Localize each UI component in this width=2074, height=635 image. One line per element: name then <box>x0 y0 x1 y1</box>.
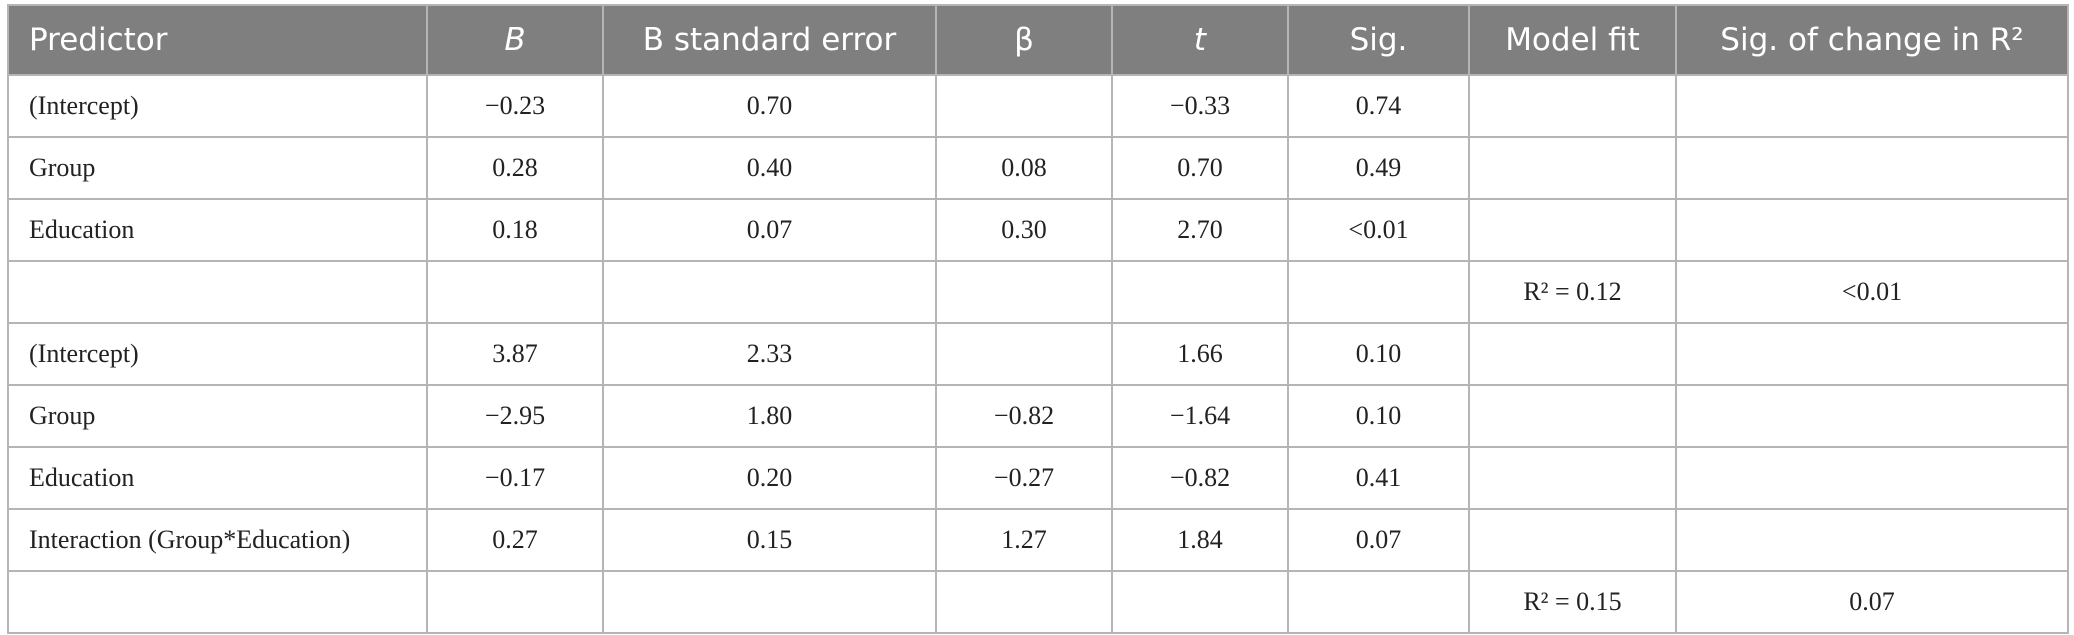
table-cell <box>7 260 428 324</box>
table-cell <box>1675 136 2069 200</box>
table-cell: Education <box>7 446 428 510</box>
table-cell: Group <box>7 384 428 448</box>
table-cell: 1.80 <box>602 384 937 448</box>
header-cell: t <box>1111 4 1289 76</box>
table-cell: −0.23 <box>426 74 604 138</box>
table-cell: 0.74 <box>1287 74 1470 138</box>
table-cell <box>1111 570 1289 634</box>
table-cell <box>1675 446 2069 510</box>
header-row: Predictor B B standard error β t Sig. Model fi… <box>7 4 2069 76</box>
table-cell <box>1287 570 1470 634</box>
table-cell: 2.33 <box>602 322 937 386</box>
table-cell: 0.10 <box>1287 384 1470 448</box>
table-cell: 0.30 <box>935 198 1113 262</box>
table-cell: 0.41 <box>1287 446 1470 510</box>
table-cell <box>1675 74 2069 138</box>
table-cell: −0.82 <box>1111 446 1289 510</box>
table-cell: R² = 0.12 <box>1468 260 1677 324</box>
header-cell: B <box>426 4 604 76</box>
table-cell <box>1287 260 1470 324</box>
table-cell <box>426 570 604 634</box>
table-cell: 0.28 <box>426 136 604 200</box>
header-cell: β <box>935 4 1113 76</box>
table-cell: 0.10 <box>1287 322 1470 386</box>
table-cell <box>1111 260 1289 324</box>
table-cell: (Intercept) <box>7 322 428 386</box>
table-row: Education −0.17 0.20 −0.27 −0.82 0.41 <box>7 446 2069 510</box>
table-cell <box>935 322 1113 386</box>
table-cell: 0.08 <box>935 136 1113 200</box>
table-cell <box>1468 384 1677 448</box>
table-cell: <0.01 <box>1675 260 2069 324</box>
table-cell: 0.07 <box>1287 508 1470 572</box>
table-cell: R² = 0.15 <box>1468 570 1677 634</box>
header-cell: B standard error <box>602 4 937 76</box>
table-cell <box>1468 198 1677 262</box>
table-cell <box>1675 198 2069 262</box>
header-cell: Sig. of change in R² <box>1675 4 2069 76</box>
table-cell: 2.70 <box>1111 198 1289 262</box>
table-cell: Group <box>7 136 428 200</box>
table-cell: 1.66 <box>1111 322 1289 386</box>
table-header: Predictor B B standard error β t Sig. Model fi… <box>7 4 2069 76</box>
table-row: Education 0.18 0.07 0.30 2.70 <0.01 <box>7 198 2069 262</box>
table-cell: 0.07 <box>602 198 937 262</box>
table-row: R² = 0.12 <0.01 <box>7 260 2069 324</box>
table-row: (Intercept) 3.87 2.33 1.66 0.10 <box>7 322 2069 386</box>
table-cell <box>1675 322 2069 386</box>
table-cell: 1.27 <box>935 508 1113 572</box>
table-cell: 0.27 <box>426 508 604 572</box>
header-cell: Predictor <box>7 4 428 76</box>
table-cell: 0.20 <box>602 446 937 510</box>
table-cell: Education <box>7 198 428 262</box>
table-cell: 0.40 <box>602 136 937 200</box>
regression-table: Predictor B B standard error β t Sig. Model fi… <box>7 4 2069 634</box>
table-cell <box>7 570 428 634</box>
table-cell: −0.33 <box>1111 74 1289 138</box>
table-cell: (Intercept) <box>7 74 428 138</box>
table-cell <box>935 74 1113 138</box>
table-cell <box>602 260 937 324</box>
table-row: Group −2.95 1.80 −0.82 −1.64 0.10 <box>7 384 2069 448</box>
table-cell: 0.07 <box>1675 570 2069 634</box>
table-cell <box>1468 322 1677 386</box>
table-cell: 1.84 <box>1111 508 1289 572</box>
table-cell: 0.70 <box>602 74 937 138</box>
table-row: R² = 0.15 0.07 <box>7 570 2069 634</box>
table-cell: 0.15 <box>602 508 937 572</box>
table-cell: 0.70 <box>1111 136 1289 200</box>
table-cell: −0.82 <box>935 384 1113 448</box>
table-cell <box>935 260 1113 324</box>
table-cell <box>602 570 937 634</box>
table-row: (Intercept) −0.23 0.70 −0.33 0.74 <box>7 74 2069 138</box>
table-cell <box>1468 508 1677 572</box>
table-cell: 0.49 <box>1287 136 1470 200</box>
table-cell <box>1468 136 1677 200</box>
header-cell: Sig. <box>1287 4 1470 76</box>
table-cell: 0.18 <box>426 198 604 262</box>
table-cell: −2.95 <box>426 384 604 448</box>
table-row: Interaction (Group*Education) 0.27 0.15 1.2… <box>7 508 2069 572</box>
table-cell: Interaction (Group*Education) <box>7 508 428 572</box>
table-cell <box>1468 446 1677 510</box>
table-cell: 3.87 <box>426 322 604 386</box>
table-cell <box>1675 508 2069 572</box>
table-cell <box>1675 384 2069 448</box>
table-cell: <0.01 <box>1287 198 1470 262</box>
table-cell: −0.27 <box>935 446 1113 510</box>
table-row: Group 0.28 0.40 0.08 0.70 0.49 <box>7 136 2069 200</box>
header-cell: Model fit <box>1468 4 1677 76</box>
table-body: (Intercept) −0.23 0.70 −0.33 0.74 Group 0.28 0.… <box>7 74 2069 634</box>
table-cell <box>426 260 604 324</box>
table-cell: −0.17 <box>426 446 604 510</box>
table-cell: −1.64 <box>1111 384 1289 448</box>
table-cell <box>935 570 1113 634</box>
table-cell <box>1468 74 1677 138</box>
